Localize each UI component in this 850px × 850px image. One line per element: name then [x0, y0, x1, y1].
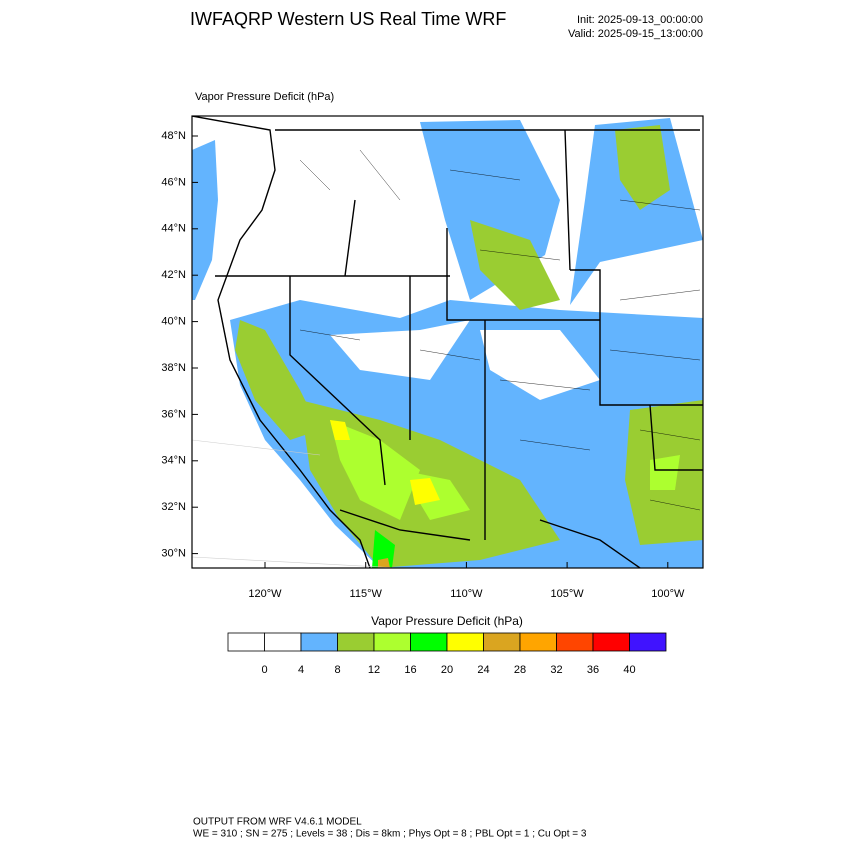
colorbar-box	[483, 632, 521, 652]
colorbar-label: 4	[298, 664, 304, 676]
lon-label: 105°W	[551, 588, 585, 600]
lon-label: 110°W	[450, 588, 483, 600]
map-field	[192, 116, 703, 568]
lon-label: 115°W	[350, 588, 383, 600]
lat-label: 42°N	[161, 269, 186, 281]
colorbar-box	[300, 632, 338, 652]
lat-label: 46°N	[161, 176, 186, 188]
colorbar-box	[629, 632, 667, 652]
colorbar-box	[337, 632, 375, 652]
lon-label: 120°W	[248, 588, 282, 600]
map-frame	[191, 115, 704, 569]
colorbar-box	[227, 632, 265, 652]
colorbar-label: 20	[441, 664, 453, 676]
colorbar-label: 32	[550, 664, 562, 676]
lat-label: 44°N	[161, 223, 186, 235]
footer-line: OUTPUT FROM WRF V4.6.1 MODEL	[193, 817, 362, 828]
colorbar-label: 8	[334, 664, 340, 676]
field-label: Vapor Pressure Deficit (hPa)	[195, 91, 334, 103]
colorbar-label: 0	[261, 664, 267, 676]
colorbar-box	[592, 632, 630, 652]
lat-label: 36°N	[161, 408, 186, 420]
lat-label: 40°N	[161, 316, 186, 328]
lon-label: 100°W	[651, 588, 685, 600]
lat-label: 30°N	[161, 548, 186, 560]
lat-label: 34°N	[161, 455, 186, 467]
valid-time: Valid: 2025-09-15_13:00:00	[568, 28, 703, 40]
init-time: Init: 2025-09-13_00:00:00	[577, 14, 703, 26]
title: IWFAQRP Western US Real Time WRF	[190, 9, 506, 29]
colorbar-label: 16	[404, 664, 416, 676]
colorbar-label: 28	[514, 664, 526, 676]
colorbar-box	[373, 632, 411, 652]
colorbar-box	[519, 632, 557, 652]
colorbar-box	[556, 632, 594, 652]
lat-label: 48°N	[161, 130, 186, 142]
footer-line: WE = 310 ; SN = 275 ; Levels = 38 ; Dis …	[193, 829, 587, 840]
lat-label: 32°N	[161, 501, 186, 513]
colorbar-label: 36	[587, 664, 599, 676]
colorbar-title: Vapor Pressure Deficit (hPa)	[371, 614, 523, 628]
colorbar-box	[410, 632, 448, 652]
colorbar-box	[446, 632, 484, 652]
colorbar-label: 24	[477, 664, 489, 676]
colorbar-label: 40	[623, 664, 635, 676]
lat-label: 38°N	[161, 362, 186, 374]
colorbar-label: 12	[368, 664, 380, 676]
colorbar-box	[264, 632, 302, 652]
